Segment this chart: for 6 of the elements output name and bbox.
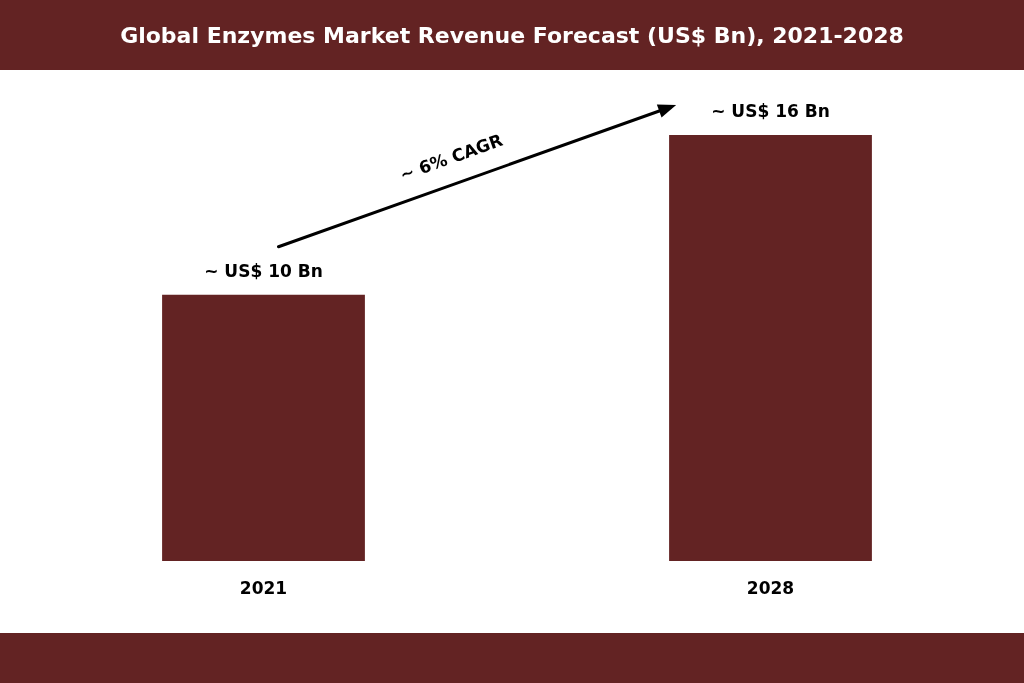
x-tick-label: 2021 — [239, 577, 288, 598]
data-label: ~ US$ 10 Bn — [204, 260, 323, 281]
x-tick-label: 2028 — [746, 577, 795, 598]
data-label: ~ US$ 16 Bn — [711, 100, 830, 121]
annotation: ~ 6% CAGR — [397, 129, 506, 185]
chart-title: Global Enzymes Market Revenue Forecast (US$ Bn), 2021-2028 — [0, 0, 1024, 70]
